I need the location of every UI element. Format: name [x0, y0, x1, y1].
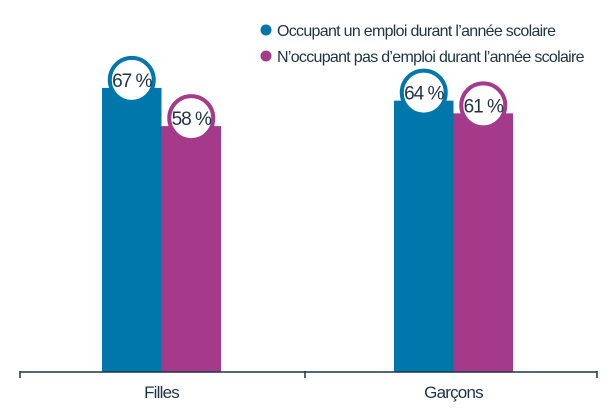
data-label-circle [167, 94, 216, 143]
bar [102, 87, 162, 373]
bar [453, 113, 513, 373]
data-label: 61 % [464, 96, 504, 117]
data-label: 64 % [404, 84, 444, 105]
data-label: 58 % [172, 109, 212, 130]
x-tick-label: Garçons [424, 383, 483, 402]
legend-label: N’occupant pas d’emploi durant l’année s… [277, 49, 585, 66]
legend-marker [260, 50, 272, 62]
x-axis: Filles Garçons [19, 371, 598, 402]
data-label-circle [107, 55, 156, 104]
data-label: 67 % [112, 71, 152, 92]
bars: 67 % 58 % 64 % 61 % [102, 55, 513, 373]
data-label-circle [399, 68, 448, 117]
x-tick-label: Filles [144, 383, 179, 402]
legend-label: Occupant un emploi durant l’année scolai… [277, 23, 556, 40]
bar [161, 126, 221, 372]
bar [394, 100, 454, 372]
data-label-circle [459, 81, 508, 130]
legend: Occupant un emploi durant l’année scolai… [260, 23, 585, 66]
legend-marker [260, 24, 272, 36]
